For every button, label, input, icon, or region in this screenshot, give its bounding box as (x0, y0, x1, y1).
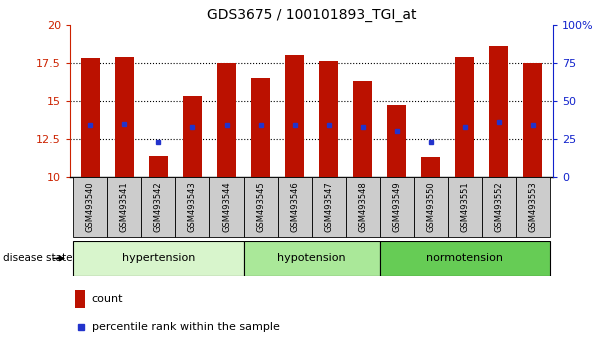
Bar (489, 46, 508, 177)
Bar (387, 105, 406, 177)
Bar (379, 177, 413, 237)
Text: GSM493550: GSM493550 (426, 182, 435, 233)
Text: GSM493545: GSM493545 (256, 182, 265, 233)
Bar (379, 241, 550, 276)
Text: percentile rank within the sample: percentile rank within the sample (92, 321, 280, 332)
Text: GSM493544: GSM493544 (222, 182, 231, 233)
Bar (345, 177, 379, 237)
Text: GSM493548: GSM493548 (358, 182, 367, 233)
Text: hypotension: hypotension (277, 253, 346, 263)
Text: GSM493546: GSM493546 (290, 182, 299, 233)
Text: disease state: disease state (3, 253, 72, 263)
Text: GSM493547: GSM493547 (324, 182, 333, 233)
Bar (74, 241, 244, 276)
Text: GSM493543: GSM493543 (188, 182, 197, 233)
Bar (176, 177, 210, 237)
Text: GSM493551: GSM493551 (460, 182, 469, 233)
Bar (183, 96, 202, 177)
Text: GSM493553: GSM493553 (528, 182, 537, 233)
Bar (244, 177, 278, 237)
Bar (285, 55, 304, 177)
Bar (217, 63, 236, 177)
Bar (74, 177, 108, 237)
Text: GSM493541: GSM493541 (120, 182, 129, 233)
Bar (251, 78, 270, 177)
Bar (108, 177, 142, 237)
Text: GSM493552: GSM493552 (494, 182, 503, 233)
Bar (516, 177, 550, 237)
Bar (81, 58, 100, 177)
Text: GSM493549: GSM493549 (392, 182, 401, 233)
Bar (244, 241, 379, 276)
Bar (353, 81, 372, 177)
Bar (447, 177, 482, 237)
Bar (311, 177, 345, 237)
Text: count: count (92, 295, 123, 304)
Text: GSM493542: GSM493542 (154, 182, 163, 233)
Bar (482, 177, 516, 237)
Bar (319, 61, 338, 177)
Title: GDS3675 / 100101893_TGI_at: GDS3675 / 100101893_TGI_at (207, 8, 416, 22)
Bar (413, 177, 447, 237)
Bar (278, 177, 311, 237)
Text: normotension: normotension (426, 253, 503, 263)
Bar (115, 57, 134, 177)
Bar (455, 57, 474, 177)
Bar (75, 290, 85, 308)
Bar (142, 177, 176, 237)
Bar (421, 157, 440, 177)
Bar (210, 177, 244, 237)
Text: GSM493540: GSM493540 (86, 182, 95, 233)
Text: hypertension: hypertension (122, 253, 195, 263)
Bar (523, 63, 542, 177)
Bar (149, 156, 168, 177)
